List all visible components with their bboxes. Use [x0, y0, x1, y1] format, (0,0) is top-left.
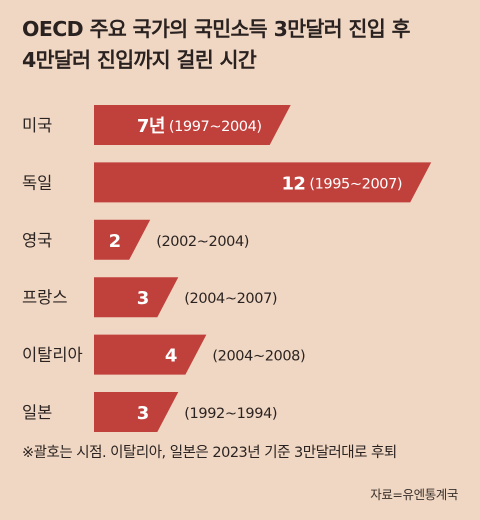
- category-label: 영국: [22, 231, 52, 250]
- period-label: (1995~2007): [309, 176, 402, 192]
- chart-title-line1: OECD 주요 국가의 국민소득 3만달러 진입 후: [22, 17, 410, 41]
- chart-title-line2: 4만달러 진입까지 걸린 시간: [22, 48, 257, 72]
- bar: [94, 392, 179, 432]
- bar: [94, 334, 207, 375]
- value-label: 4: [165, 346, 178, 367]
- category-label: 프랑스: [22, 288, 68, 307]
- bar: [94, 277, 179, 318]
- value-label: 2: [109, 231, 122, 252]
- value-label: 7년: [137, 116, 165, 137]
- period-label: (1997~2004): [169, 119, 262, 135]
- bar: [94, 105, 291, 145]
- bar: [94, 162, 432, 203]
- bar: [94, 219, 151, 260]
- chart-title: OECD 주요 국가의 국민소득 3만달러 진입 후 4만달러 진입까지 걸린 …: [22, 14, 462, 76]
- period-label: (2004~2007): [184, 291, 277, 307]
- period-label: (2002~2004): [156, 234, 249, 250]
- category-label: 이탈리아: [22, 346, 83, 365]
- source-note: 자료=유엔통계국: [370, 487, 458, 502]
- value-label: 3: [137, 403, 150, 424]
- category-label: 독일: [22, 173, 52, 192]
- category-label: 일본: [22, 403, 52, 422]
- value-label: 12: [281, 173, 305, 194]
- value-label: 3: [137, 288, 150, 309]
- period-label: (2004~2008): [212, 349, 305, 365]
- period-label: (1992~1994): [184, 406, 277, 422]
- footnote: ※괄호는 시점. 이탈리아, 일본은 2023년 기준 3만달러대로 후퇴: [22, 445, 397, 461]
- category-label: 미국: [22, 116, 52, 135]
